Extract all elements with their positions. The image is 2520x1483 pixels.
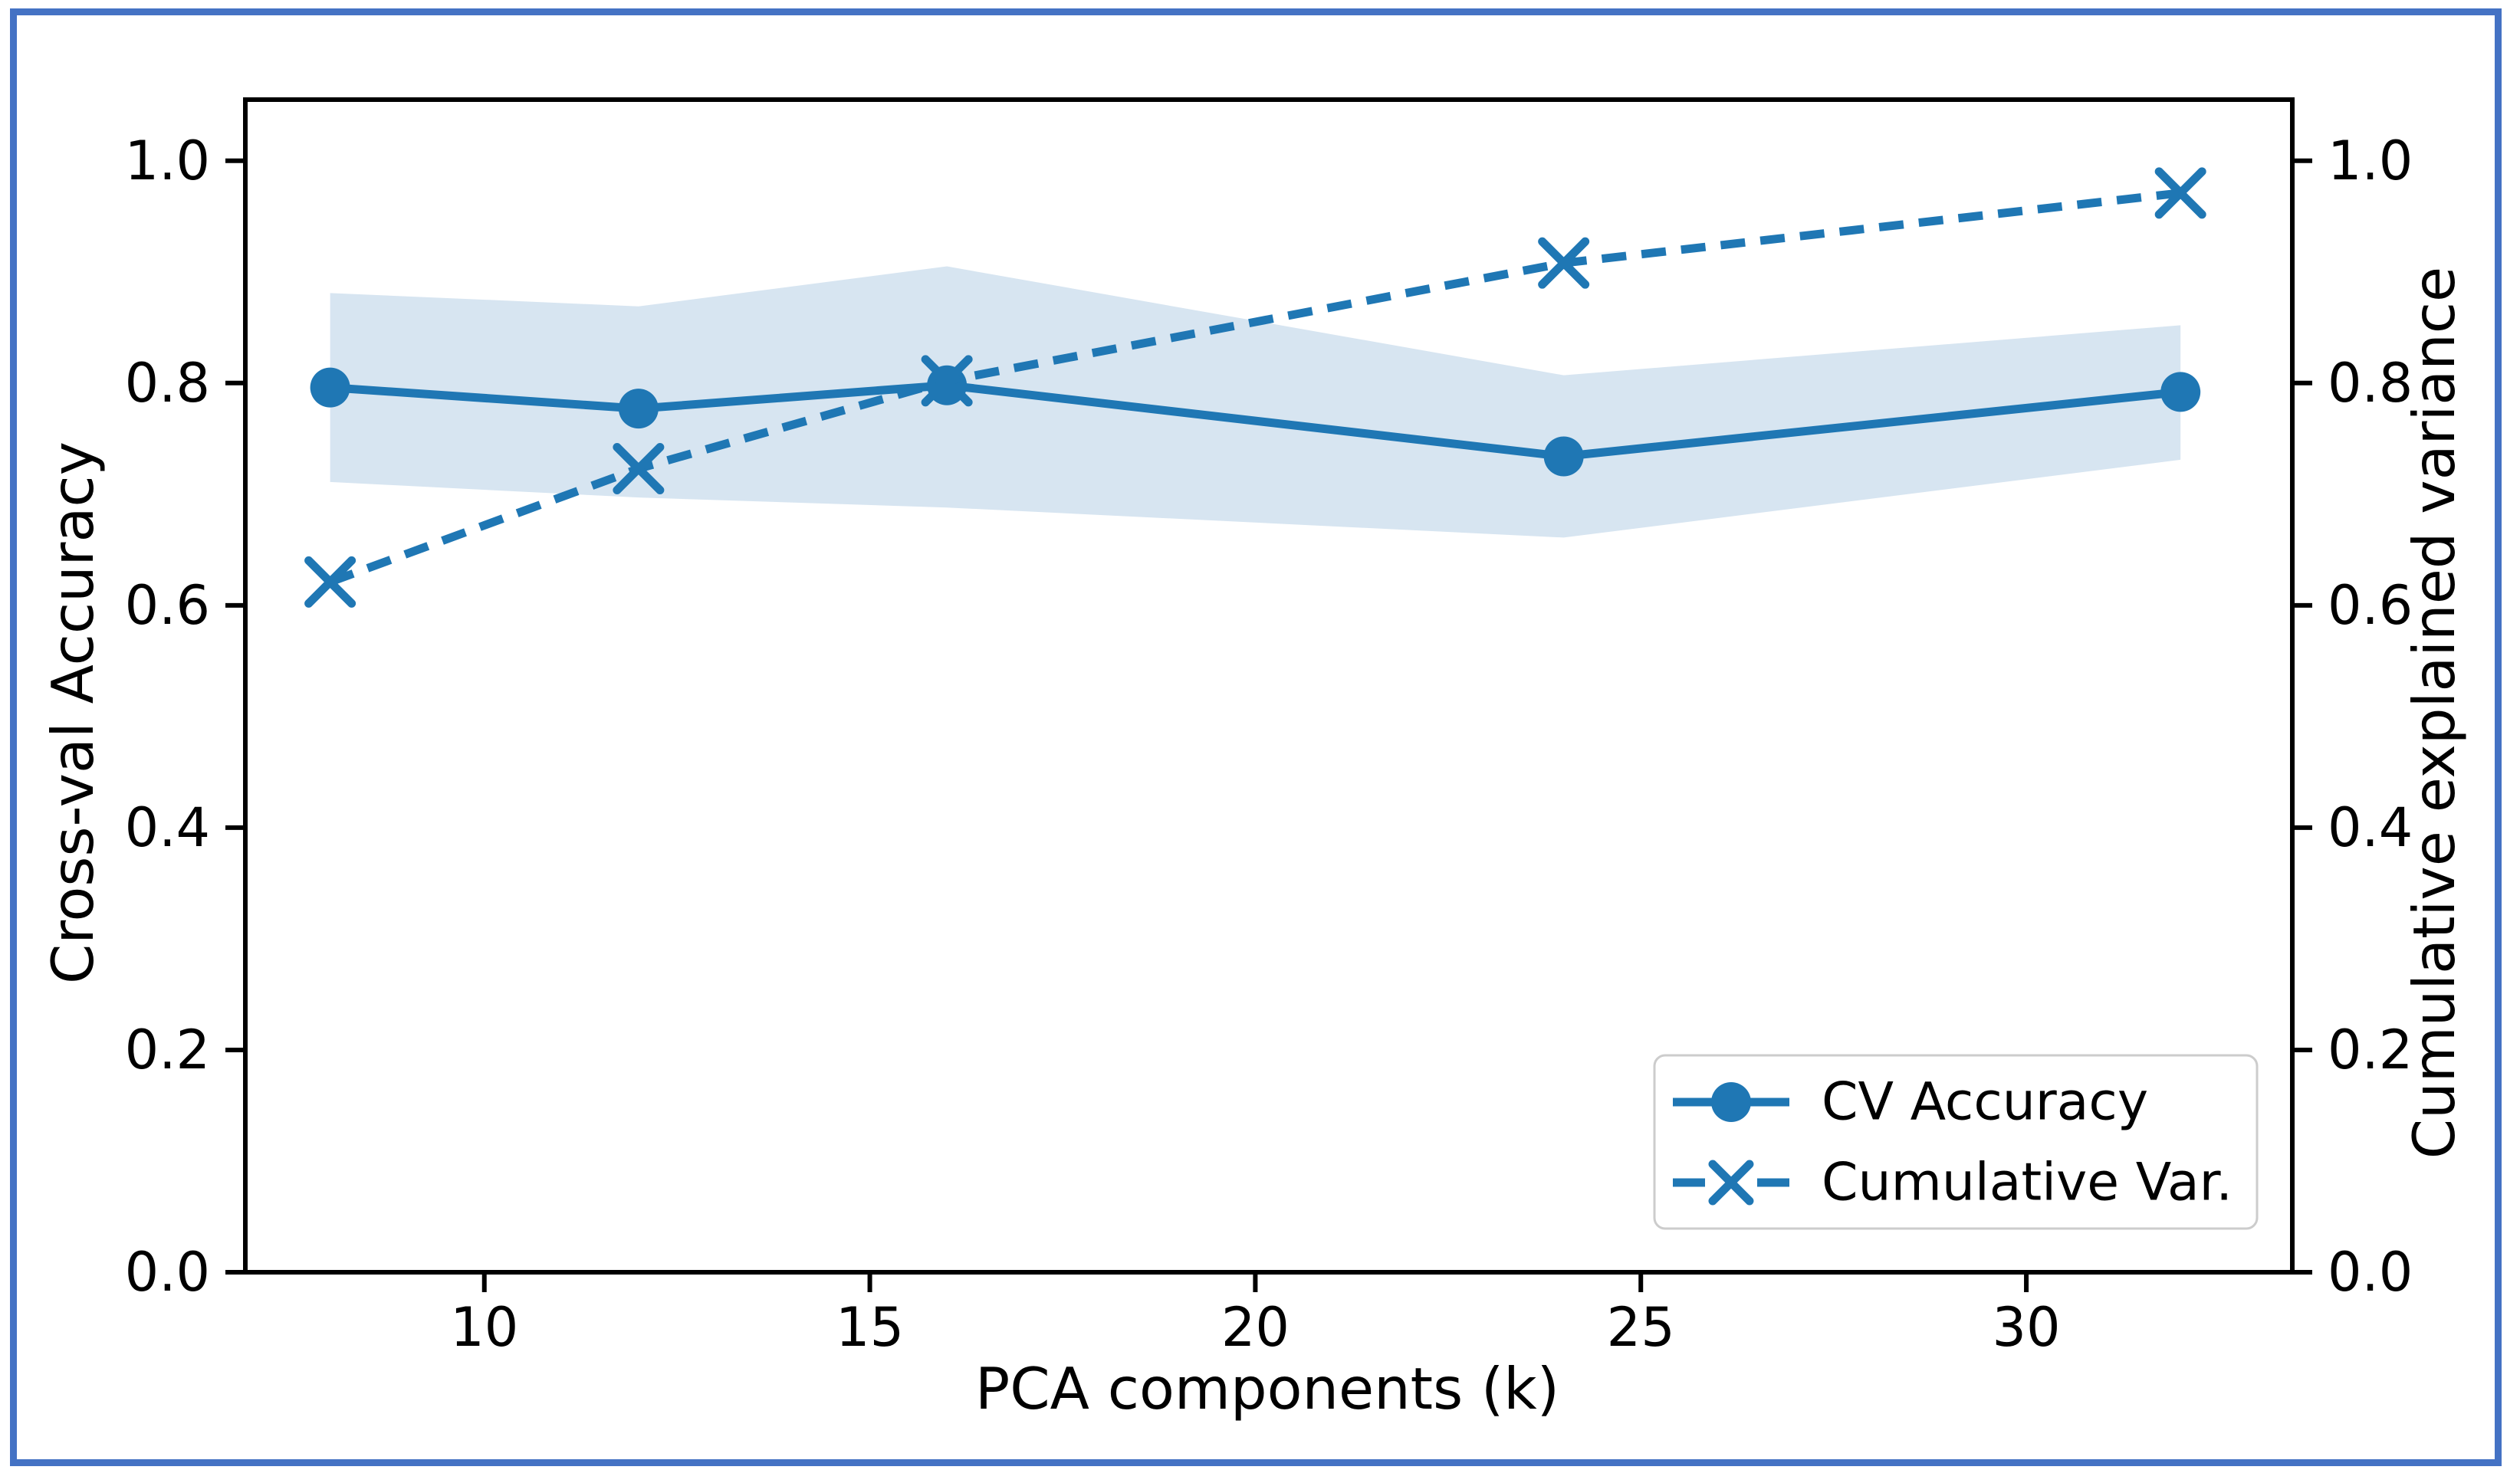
right-y-axis-tick-label: 0.6 bbox=[2328, 574, 2413, 637]
cumulative-var-marker bbox=[921, 355, 973, 407]
left-y-axis-tick-label: 0.6 bbox=[125, 574, 210, 637]
cv-accuracy-marker bbox=[1543, 436, 1584, 477]
legend-label-cv-accuracy: CV Accuracy bbox=[1822, 1072, 2148, 1133]
legend-box bbox=[1653, 1054, 2259, 1230]
cumulative-var-marker bbox=[1538, 237, 1590, 289]
cv-accuracy-marker bbox=[618, 389, 659, 429]
x-axis-tick-label: 15 bbox=[836, 1296, 904, 1359]
x-axis-tick-label: 30 bbox=[1993, 1296, 2061, 1359]
series-layer bbox=[304, 167, 2206, 608]
right-y-axis-label: Cumulative explained variance bbox=[2400, 267, 2468, 1159]
right-y-axis-tick-label: 0.4 bbox=[2328, 796, 2413, 859]
x-axis-tick-label: 10 bbox=[450, 1296, 518, 1359]
legend-x-marker-icon bbox=[1708, 1160, 1754, 1206]
legend: CV Accuracy Cumulative Var. bbox=[1653, 1054, 2259, 1230]
cumulative-var-marker bbox=[2154, 167, 2206, 219]
x-axis-tick-label: 20 bbox=[1221, 1296, 1290, 1359]
cv-accuracy-std-band bbox=[330, 266, 2181, 538]
cumulative-var-marker bbox=[304, 556, 356, 608]
axes-layer: 10 15 20 25 30 0.0 0.2 0.4 0.6 0.8 1.0 0.0 0.2 0.4 0.6… bbox=[125, 130, 2413, 1359]
right-y-axis-tick-label: 0.2 bbox=[2328, 1019, 2413, 1081]
left-y-axis-label: Cross-val Accuracy bbox=[39, 441, 107, 984]
legend-circle-marker-icon bbox=[1711, 1082, 1751, 1122]
plot-border bbox=[243, 97, 2295, 1275]
right-y-axis-tick-label: 0.8 bbox=[2328, 352, 2413, 415]
left-y-axis-tick-label: 1.0 bbox=[125, 130, 210, 192]
cumulative-var-marker bbox=[613, 442, 665, 494]
left-y-axis-tick-label: 0.8 bbox=[125, 352, 210, 415]
left-y-axis-tick-label: 0.4 bbox=[125, 796, 210, 859]
cv-accuracy-marker bbox=[2160, 372, 2201, 412]
x-axis-label: PCA components (k) bbox=[975, 1355, 1559, 1422]
legend-label-cumulative-var: Cumulative Var. bbox=[1822, 1153, 2233, 1213]
left-y-axis-tick-label: 0.0 bbox=[125, 1241, 210, 1304]
cv-accuracy-marker bbox=[310, 367, 350, 408]
left-y-axis-tick-label: 0.2 bbox=[125, 1019, 210, 1081]
x-axis-tick-label: 25 bbox=[1607, 1296, 1675, 1359]
band-layer bbox=[330, 266, 2181, 538]
right-y-axis-tick-label: 1.0 bbox=[2328, 130, 2413, 192]
right-y-axis-tick-label: 0.0 bbox=[2328, 1241, 2413, 1304]
